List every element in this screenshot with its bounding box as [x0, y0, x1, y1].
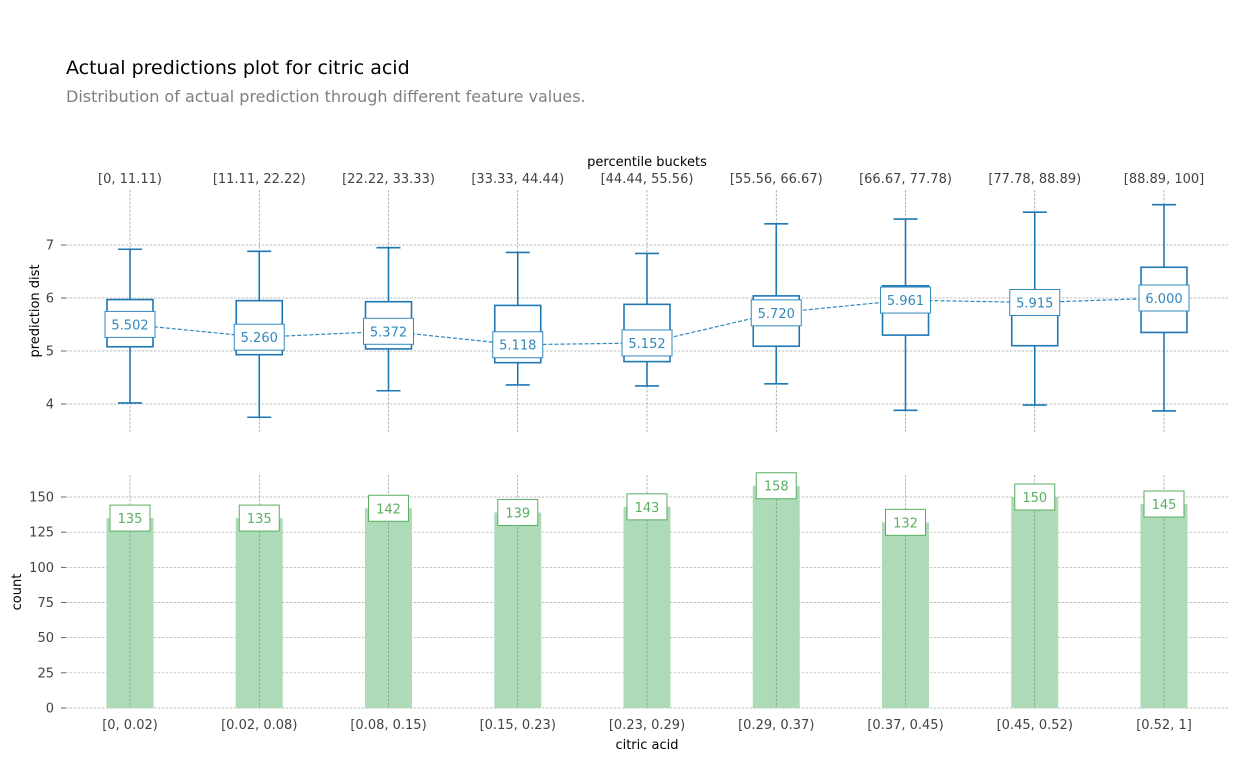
- mean-value-label: 5.720: [758, 307, 795, 322]
- mean-label-box: [880, 286, 931, 314]
- percentile-bucket-label: [22.22, 33.33): [342, 172, 435, 187]
- prediction-dist-panel: 4 5 6 7 [0, 11.11) [11.11, 22.22) [22.22, 33.3…: [28, 155, 1228, 432]
- mean-label-box: [1009, 289, 1061, 317]
- chart-subtitle: Distribution of actual prediction throug…: [66, 87, 586, 106]
- bottom-xaxis-label: citric acid: [615, 738, 678, 753]
- count-label-box: [368, 494, 409, 522]
- mean-label-box: [621, 329, 673, 357]
- box-plot: [623, 252, 671, 387]
- top-ytick-label: 4: [46, 398, 54, 413]
- feature-bucket-label: [0.15, 0.23): [480, 718, 556, 733]
- count-bar: [1140, 504, 1188, 708]
- count-label-box: [109, 504, 151, 532]
- percentile-bucket-label: [77.78, 88.89): [988, 172, 1081, 187]
- mean-label-box: [750, 299, 802, 327]
- mean-value-label: 5.502: [111, 318, 148, 333]
- mean-label-box: [363, 317, 414, 345]
- bottom-ytick-label: 150: [29, 491, 54, 506]
- bottom-ytick-label: 125: [29, 526, 54, 541]
- top-xaxis-label: percentile buckets: [587, 155, 707, 170]
- feature-bucket-label: [0.02, 0.08): [221, 718, 297, 733]
- count-value-label: 150: [1022, 491, 1047, 506]
- count-label-box: [885, 508, 926, 536]
- percentile-bucket-label: [55.56, 66.67): [730, 172, 823, 187]
- count-bar: [494, 512, 542, 708]
- count-label-box: [238, 504, 280, 532]
- chart-title: Actual predictions plot for citric acid: [66, 57, 410, 79]
- top-ytick-label: 6: [46, 292, 54, 307]
- mean-value-label: 5.152: [628, 337, 665, 352]
- feature-bucket-label: [0.23, 0.29): [609, 718, 685, 733]
- mean-value-label: 6.000: [1145, 292, 1182, 307]
- mean-value-label: 5.915: [1016, 297, 1053, 312]
- top-yaxis-label: prediction dist: [28, 264, 43, 357]
- mean-value-label: 5.260: [241, 331, 278, 346]
- percentile-bucket-label: [44.44, 55.56): [601, 172, 694, 187]
- count-value-label: 132: [893, 516, 918, 531]
- percentile-bucket-label: [88.89, 100]: [1124, 172, 1204, 187]
- count-value-label: 135: [247, 512, 272, 527]
- bottom-ytick-label: 25: [37, 666, 54, 681]
- feature-bucket-label: [0.08, 0.15): [350, 718, 426, 733]
- bottom-yaxis-label: count: [10, 574, 25, 611]
- count-value-label: 145: [1152, 498, 1177, 513]
- mean-label-box: [104, 310, 156, 338]
- count-label-box: [626, 493, 668, 521]
- mean-value-label: 5.118: [499, 339, 536, 354]
- box-plot: [881, 218, 930, 412]
- mean-label-box: [492, 331, 544, 359]
- feature-bucket-label: [0.37, 0.45): [867, 718, 943, 733]
- bottom-ytick-label: 0: [46, 702, 54, 717]
- mean-value-label: 5.372: [370, 325, 407, 340]
- mean-value-label: 5.961: [887, 294, 924, 309]
- feature-bucket-label: [0.45, 0.52): [997, 718, 1073, 733]
- percentile-bucket-label: [66.67, 77.78): [859, 172, 952, 187]
- bottom-ytick-label: 50: [37, 631, 54, 646]
- count-label-box: [755, 472, 797, 500]
- feature-bucket-label: [0.52, 1]: [1136, 718, 1192, 733]
- feature-bucket-label: [0, 0.02): [102, 718, 158, 733]
- percentile-bucket-label: [11.11, 22.22): [213, 172, 306, 187]
- percentile-bucket-label: [0, 11.11): [98, 172, 162, 187]
- mean-label-box: [233, 323, 285, 351]
- bottom-ytick-label: 100: [29, 561, 54, 576]
- feature-bucket-label: [0.29, 0.37): [738, 718, 814, 733]
- count-label-box: [1014, 483, 1056, 511]
- count-label-box: [497, 498, 539, 526]
- bottom-ytick-label: 75: [37, 596, 54, 611]
- mean-label-box: [1138, 284, 1190, 312]
- top-ytick-label: 7: [46, 239, 54, 254]
- count-value-label: 139: [505, 506, 530, 521]
- top-ytick-label: 5: [46, 345, 54, 360]
- count-value-label: 158: [764, 480, 789, 495]
- count-value-label: 142: [376, 502, 401, 517]
- count-value-label: 135: [118, 512, 143, 527]
- percentile-bucket-label: [33.33, 44.44): [471, 172, 564, 187]
- count-label-box: [1143, 490, 1185, 518]
- count-panel: 0 25 50 75 100 125 150 count citric acid [0, 0.02…: [10, 472, 1228, 753]
- count-value-label: 143: [635, 501, 660, 516]
- box-plot: [493, 251, 542, 386]
